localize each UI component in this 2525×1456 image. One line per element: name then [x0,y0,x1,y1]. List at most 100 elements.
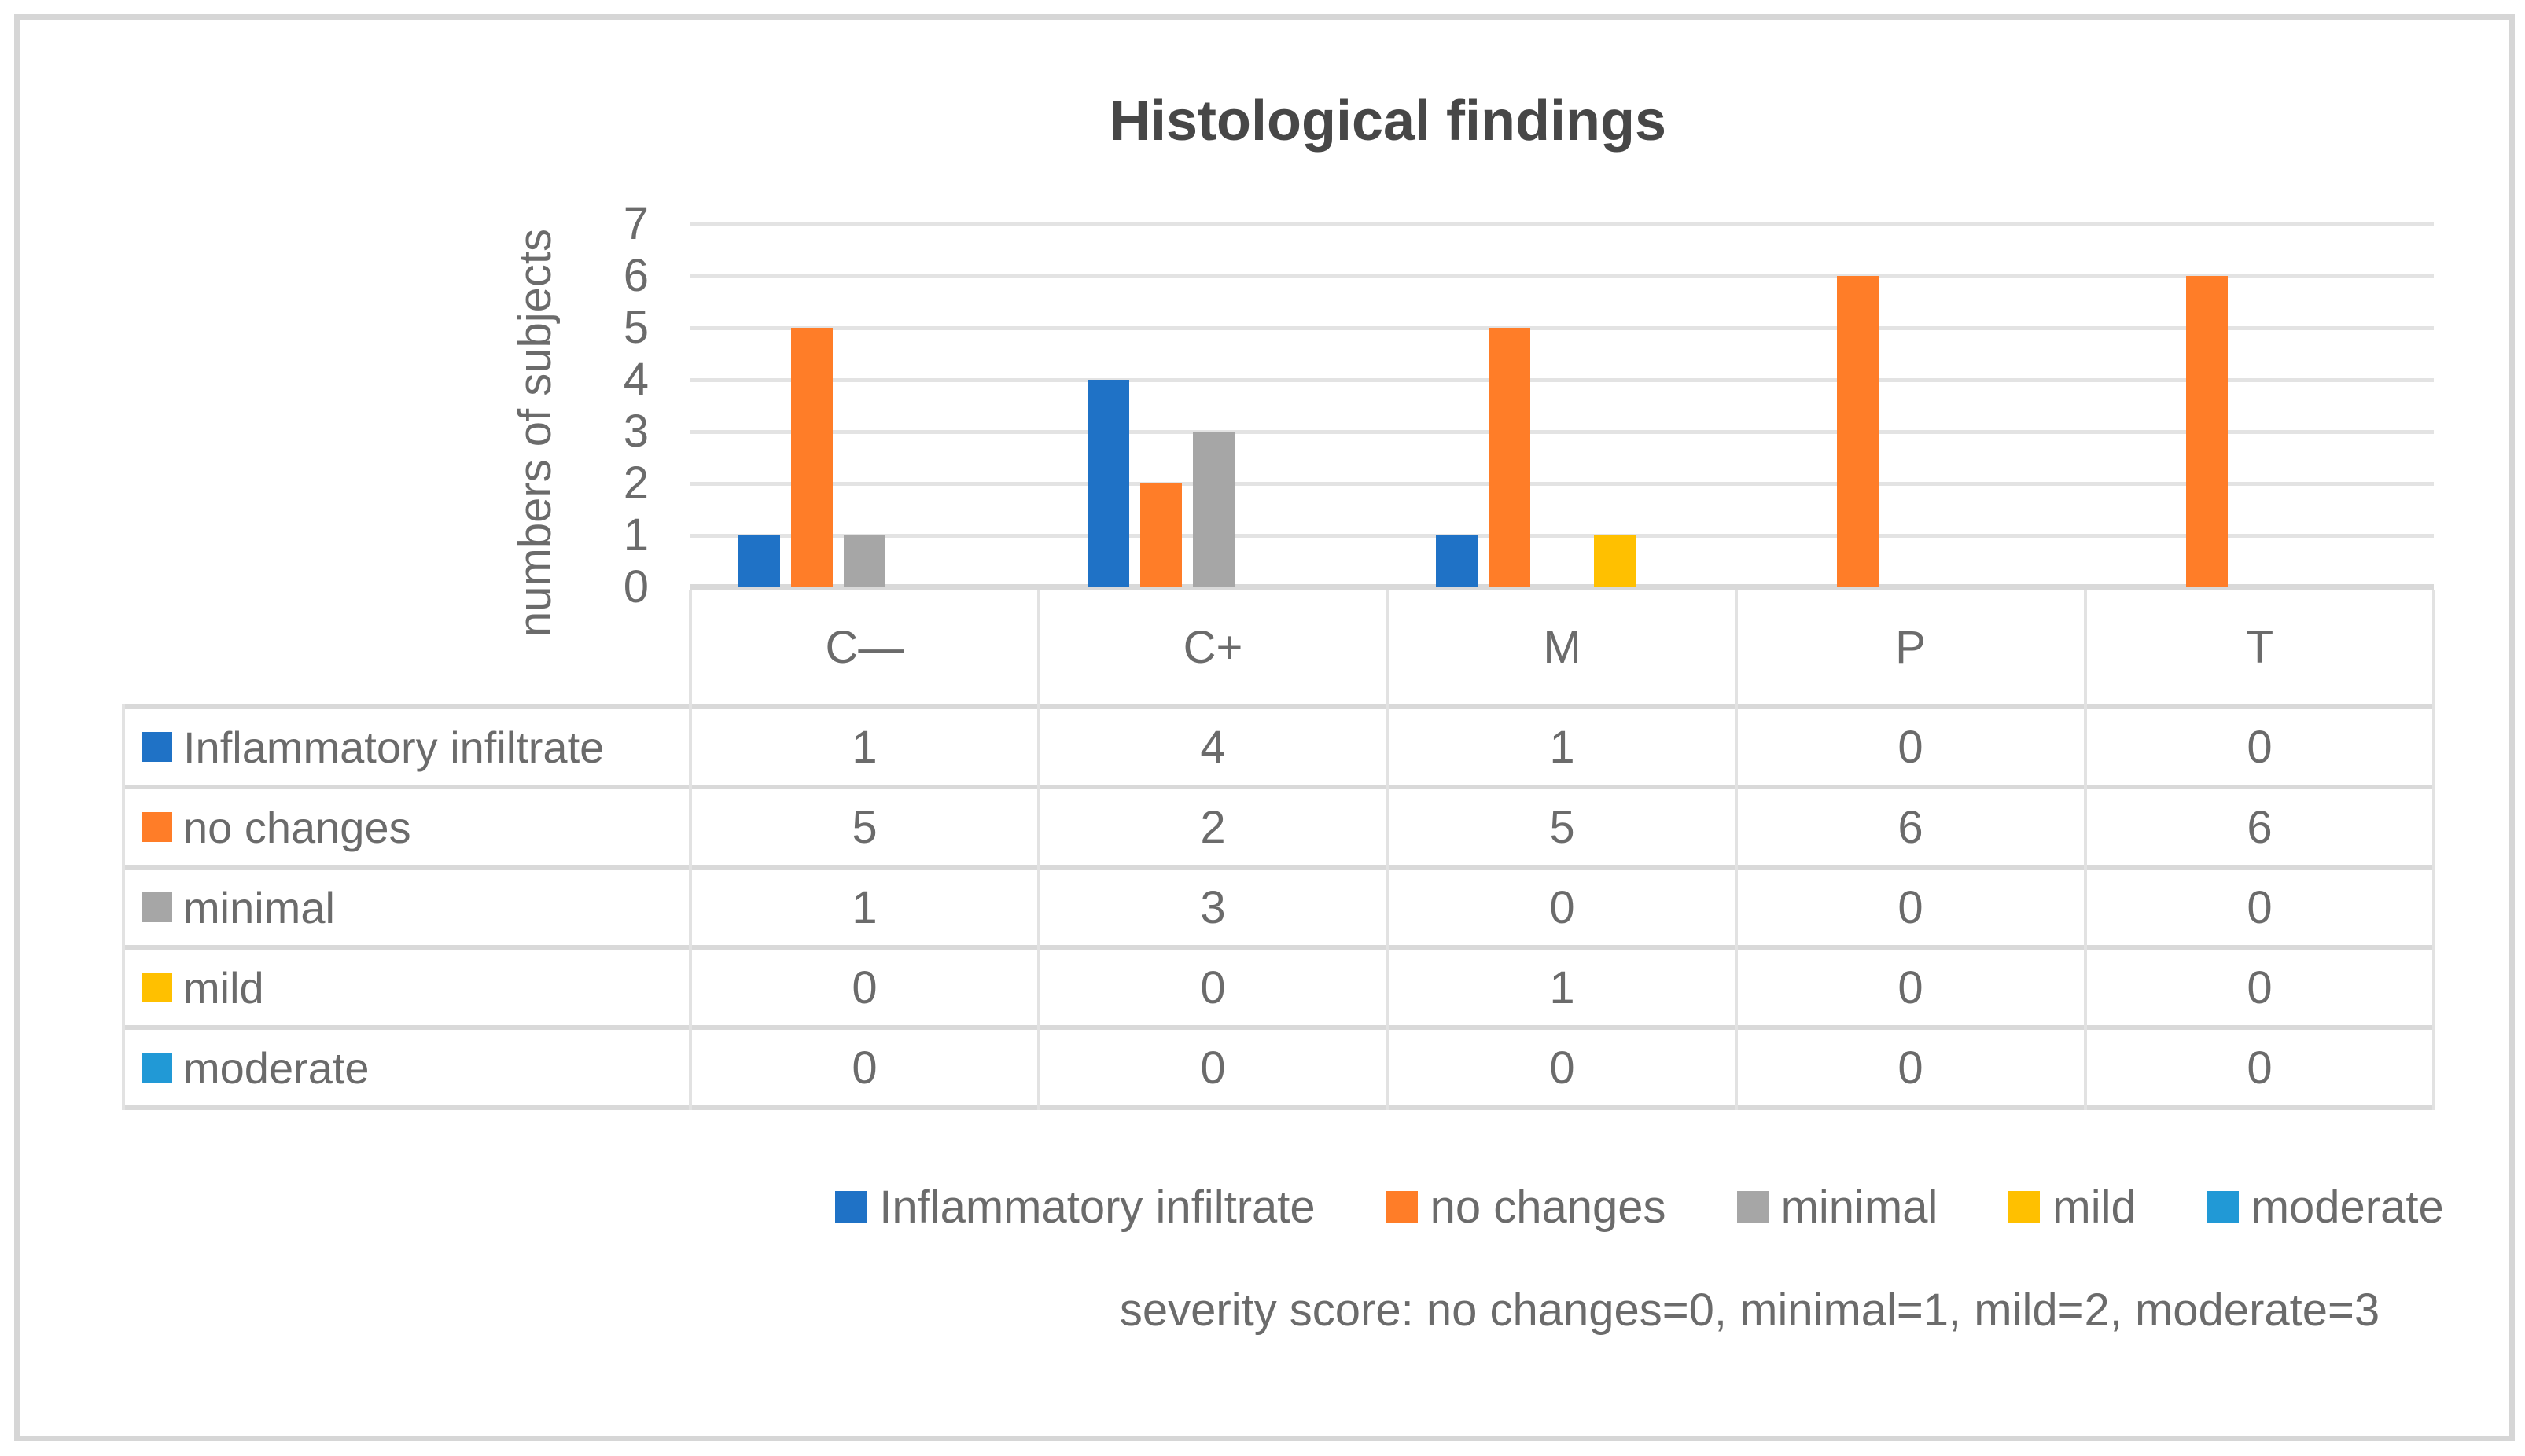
table-value-cell: 0 [1897,881,1923,933]
bar-inflammatory-infiltrate-C+ [1088,380,1129,587]
legend-item-no-changes: no changes [1386,1181,1666,1234]
table-column-border [1386,590,1389,1110]
table-value-cell: 4 [1200,721,1226,773]
table-value-cell: 2 [1200,801,1226,853]
table-row-label: Inflammatory infiltrate [125,709,690,785]
table-row-label: no changes [125,789,690,865]
bar-no-changes-C— [791,328,833,587]
gridline [690,326,2434,330]
y-axis-title: numbers of subjects [510,228,561,637]
legend-swatch-minimal [1736,1191,1769,1223]
table-row-label: minimal [125,870,690,945]
table-value-cell: 0 [1549,881,1575,933]
table-value-cell: 1 [1549,961,1575,1013]
bar-mild-M [1594,535,1636,587]
legend-label: mild [2052,1181,2137,1233]
table-value-cell: 0 [2247,721,2273,773]
legend: Inflammatory infiltrate no changes minimal… [767,1174,2509,1240]
legend-label: Inflammatory infiltrate [879,1181,1316,1233]
legend-key-moderate [142,1053,172,1083]
y-tick-label: 1 [623,509,649,561]
y-tick-label: 6 [623,250,649,301]
legend-key-no-changes [142,812,172,842]
table-row-border [122,865,2434,870]
table-row-border [122,704,2434,709]
table-value-cell: 0 [1897,721,1923,773]
bar-no-changes-C+ [1140,483,1182,587]
table-value-cell: 0 [2247,961,2273,1013]
table-value-cell: 1 [1549,721,1575,773]
series-name-label: minimal [183,882,335,932]
category-header-3: M [1543,622,1581,673]
bar-no-changes-M [1489,328,1530,587]
table-value-cell: 5 [852,801,878,853]
table-value-cell: 0 [852,1042,878,1094]
bar-no-changes-P [1837,276,1879,587]
table-value-cell: 1 [852,721,878,773]
y-tick-label: 4 [623,354,649,405]
gridline [690,222,2434,226]
y-tick-label: 5 [623,302,649,353]
gridline [690,482,2434,486]
series-name-label: moderate [183,1042,370,1093]
legend-swatch-inflammatory-infiltrate [835,1191,867,1223]
table-value-cell: 0 [1897,1042,1923,1094]
table-value-cell: 0 [1200,1042,1226,1094]
series-name-label: Inflammatory infiltrate [183,722,605,772]
table-value-cell: 5 [1549,801,1575,853]
table-row-label: moderate [125,1030,690,1105]
legend-item-moderate: moderate [2207,1181,2444,1234]
figure-frame: Histological findings numbers of subject… [14,14,2515,1441]
gridline [690,274,2434,278]
y-tick-label: 7 [623,198,649,249]
bar-inflammatory-infiltrate-M [1436,535,1478,587]
legend-key-inflammatory-infiltrate [142,732,172,762]
table-column-border [689,590,692,1110]
series-name-label: mild [183,962,264,1013]
table-row-label: mild [125,950,690,1025]
legend-label: minimal [1780,1181,1938,1233]
legend-item-minimal: minimal [1736,1181,1938,1234]
table-row-border [122,945,2434,950]
legend-label: no changes [1430,1181,1666,1233]
gridline [690,534,2434,538]
category-header-2: C+ [1183,622,1243,673]
table-value-cell: 3 [1200,881,1226,933]
y-tick-label: 2 [623,458,649,509]
category-header-5: T [2245,622,2274,673]
table-column-border [1735,590,1738,1110]
chart-footnote: severity score: no changes=0, minimal=1,… [1119,1285,2380,1336]
legend-item-mild: mild [2008,1181,2137,1234]
legend-swatch-no-changes [1386,1191,1418,1223]
table-column-border [1037,590,1040,1110]
table-value-cell: 0 [1200,961,1226,1013]
bar-minimal-C+ [1193,432,1235,587]
y-tick-label: 0 [623,561,649,612]
bar-minimal-C— [844,535,885,587]
series-name-label: no changes [183,802,411,852]
table-value-cell: 0 [2247,881,2273,933]
table-value-cell: 0 [852,961,878,1013]
table-row-border [122,1105,2434,1110]
x-axis-baseline [690,584,2434,590]
table-value-cell: 0 [2247,1042,2273,1094]
y-tick-label: 3 [623,406,649,457]
category-header-1: C— [825,622,904,673]
legend-key-minimal [142,892,172,922]
gridline [690,430,2434,434]
legend-item-inflammatory-infiltrate: Inflammatory infiltrate [835,1181,1316,1234]
chart-title: Histological findings [1109,90,1666,153]
table-column-border [2432,590,2435,1110]
table-value-cell: 0 [1897,961,1923,1013]
legend-swatch-mild [2008,1191,2041,1223]
table-value-cell: 0 [1549,1042,1575,1094]
table-left-border [122,704,125,1110]
legend-swatch-moderate [2207,1191,2239,1223]
legend-key-mild [142,973,172,1002]
bar-no-changes-T [2186,276,2228,587]
gridline [690,378,2434,382]
table-value-cell: 6 [2247,801,2273,853]
legend-label: moderate [2251,1181,2444,1233]
table-value-cell: 1 [852,881,878,933]
category-header-4: P [1895,622,1926,673]
